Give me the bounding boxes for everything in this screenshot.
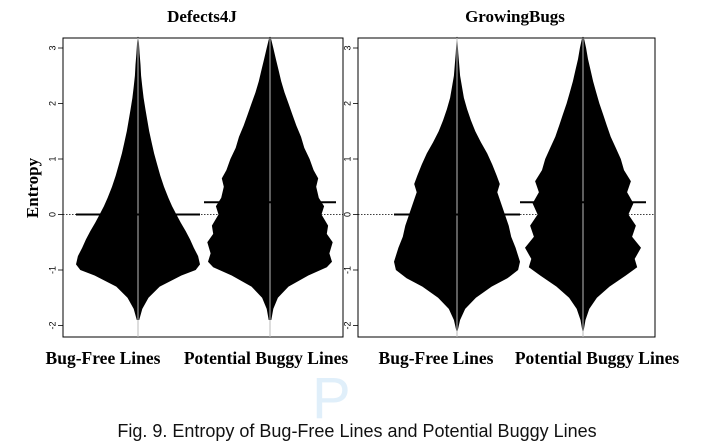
category-label-bug-free-defects4j: Bug-Free Lines [46, 348, 161, 368]
category-label-potential-buggy-defects4j: Potential Buggy Lines [184, 348, 349, 368]
watermark-logo: P [312, 366, 351, 431]
y-tick-label: -2 [342, 321, 352, 329]
y-ticks-defects4j: -2 -1 0 1 2 3 [47, 45, 63, 330]
y-tick-label: 0 [342, 212, 352, 217]
plot-frame-defects4j [62, 37, 344, 338]
y-tick-label: 2 [342, 101, 352, 106]
y-tick-label: -1 [342, 266, 352, 274]
y-ticks-growingbugs: -2 -1 0 1 2 3 [342, 45, 358, 330]
panel-defects4j: Defects4J -2 -1 0 1 2 3 Bug-Free Lines Potent… [46, 7, 349, 368]
y-tick-label: 2 [47, 101, 57, 106]
y-tick-label: 1 [342, 156, 352, 161]
beans-defects4j [63, 36, 343, 337]
category-label-potential-buggy-growingbugs: Potential Buggy Lines [515, 348, 680, 368]
panel-title-defects4j: Defects4J [167, 7, 237, 26]
y-axis-label: Entropy [23, 157, 42, 218]
y-tick-label: 3 [47, 45, 57, 50]
figure-caption: Fig. 9. Entropy of Bug-Free Lines and Po… [117, 421, 596, 441]
plot-frame-growingbugs [357, 37, 656, 338]
y-tick-label: 0 [47, 212, 57, 217]
y-tick-label: 3 [342, 45, 352, 50]
y-tick-label: -2 [47, 321, 57, 329]
panel-growingbugs: GrowingBugs -2 -1 0 1 2 3 Bug-Free Lines Pote… [342, 7, 679, 368]
beans-growingbugs [358, 36, 655, 337]
category-label-bug-free-growingbugs: Bug-Free Lines [379, 348, 494, 368]
y-tick-label: 1 [47, 156, 57, 161]
y-tick-label: -1 [47, 266, 57, 274]
panel-title-growingbugs: GrowingBugs [465, 7, 565, 26]
